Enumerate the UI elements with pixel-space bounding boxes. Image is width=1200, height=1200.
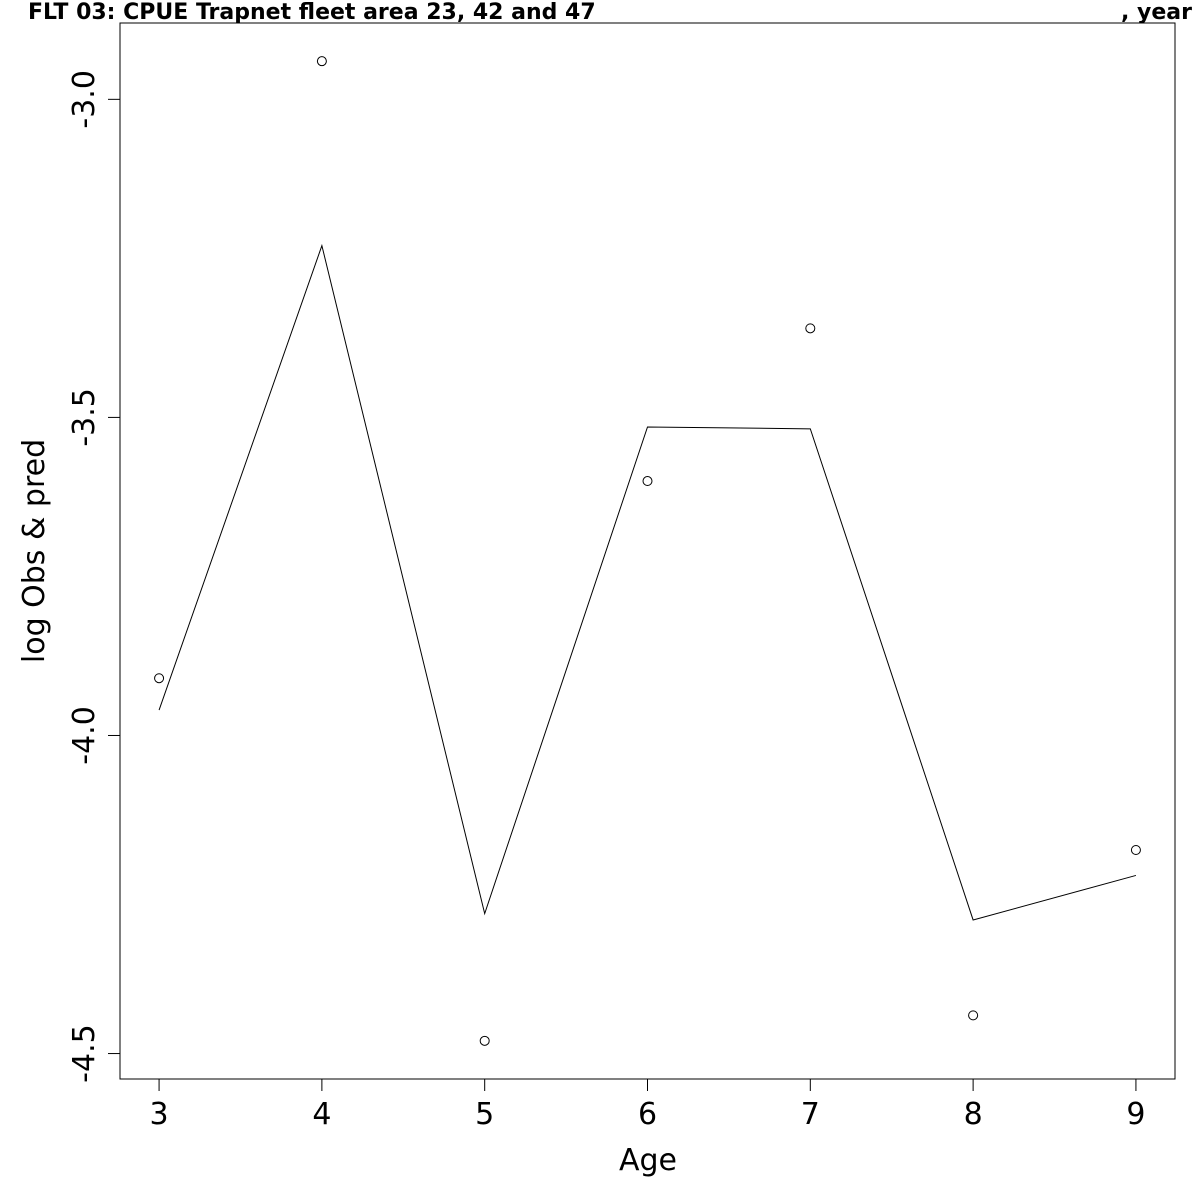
y-axis: -4.5 -4.0 -3.5 -3.0 (67, 70, 121, 1083)
observed-point (316, 56, 327, 67)
y-tick-label: -3.5 (67, 388, 102, 447)
x-axis-title: Age (619, 1143, 677, 1178)
x-tick-label: 7 (801, 1097, 820, 1132)
x-axis: 3 4 5 6 7 8 9 (150, 1078, 1145, 1132)
x-tick-label: 6 (638, 1097, 657, 1132)
x-tick-label: 8 (964, 1097, 983, 1132)
x-tick-label: 3 (150, 1097, 169, 1132)
chart-title-suffix: , year (1121, 0, 1192, 25)
y-tick-label: -3.0 (67, 70, 102, 129)
y-tick-label: -4.0 (67, 706, 102, 765)
chart-title: FLT 03: CPUE Trapnet fleet area 23, 42 a… (28, 0, 596, 25)
x-tick-label: 9 (1126, 1097, 1145, 1132)
observed-point (805, 323, 816, 334)
plot-frame (119, 22, 1176, 1080)
observed-point (479, 1035, 490, 1046)
observed-point (154, 673, 165, 684)
observed-point (968, 1010, 979, 1021)
observed-point (642, 476, 653, 487)
predicted-line (158, 243, 1137, 921)
y-axis-title: log Obs & pred (17, 439, 52, 663)
observed-point (1130, 844, 1141, 855)
x-tick-label: 5 (475, 1097, 494, 1132)
x-tick-label: 4 (312, 1097, 331, 1132)
series-layer (154, 56, 1141, 1046)
y-tick-label: -4.5 (67, 1024, 102, 1083)
